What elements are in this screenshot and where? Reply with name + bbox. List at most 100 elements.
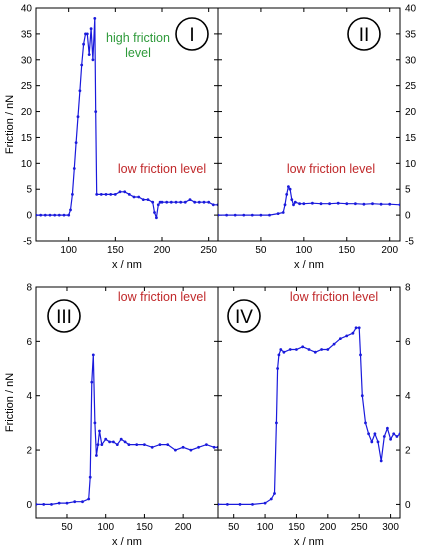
data-point xyxy=(109,193,113,196)
data-point xyxy=(57,501,61,505)
data-point xyxy=(69,208,72,212)
data-point xyxy=(218,503,220,506)
data-point xyxy=(364,421,367,425)
y-tick-label: 0 xyxy=(26,211,32,222)
data-point xyxy=(339,337,342,340)
x-tick-label: 250 xyxy=(351,522,368,533)
x-tick-label: 200 xyxy=(175,522,192,533)
data-point xyxy=(123,440,127,444)
y-tick-label: 4 xyxy=(405,391,411,402)
data-point xyxy=(283,203,287,207)
y-tick-label: 0 xyxy=(405,500,411,511)
chart-panel-II: 50 100 150 200 -5 0 5 10 15 20 25 30 35 40 x / nm low f… xyxy=(217,4,417,271)
x-axis-label: x / nm xyxy=(112,259,142,271)
data-point xyxy=(281,211,285,214)
data-point xyxy=(212,445,216,449)
data-point xyxy=(165,200,169,204)
data-point xyxy=(36,213,38,217)
data-point xyxy=(141,198,145,202)
data-point xyxy=(263,501,267,505)
x-tick-label: 100 xyxy=(97,522,114,533)
data-point xyxy=(118,190,122,194)
x-tick-label: 150 xyxy=(288,522,305,533)
data-point xyxy=(65,501,69,505)
data-point xyxy=(188,198,192,202)
data-point xyxy=(119,437,123,441)
annotation: high friction xyxy=(106,31,170,45)
data-point xyxy=(156,203,160,207)
data-point xyxy=(174,448,177,452)
data-point xyxy=(91,353,95,357)
data-point xyxy=(276,367,279,370)
data-point xyxy=(389,437,392,441)
chart-panel-I: 100 150 200 250 -5 0 5 10 15 20 25 30 35 40 x / nm Fric… xyxy=(4,4,219,271)
x-tick-label: 50 xyxy=(255,245,267,256)
x-tick-label: 150 xyxy=(338,245,355,256)
data-point xyxy=(67,213,71,217)
y-tick-label: 30 xyxy=(21,55,33,66)
data-point xyxy=(132,195,136,199)
data-point xyxy=(62,213,66,217)
data-point xyxy=(166,443,170,446)
data-point xyxy=(345,334,349,338)
data-point xyxy=(211,203,215,207)
data-point xyxy=(319,202,323,206)
data-point xyxy=(146,198,150,202)
data-point xyxy=(268,213,271,217)
data-point xyxy=(282,350,286,354)
panel-label: III xyxy=(56,307,72,328)
data-point xyxy=(379,202,383,206)
y-tick-label: -5 xyxy=(405,237,414,248)
data-point xyxy=(354,326,358,330)
y-tick-label: 20 xyxy=(21,107,33,118)
data-point xyxy=(277,353,281,357)
y-tick-label: 0 xyxy=(405,211,411,222)
data-point xyxy=(89,27,93,31)
data-point xyxy=(93,17,97,20)
data-point xyxy=(95,454,98,457)
x-tick-label: 200 xyxy=(381,245,398,256)
panel-label: IV xyxy=(235,307,253,328)
data-point xyxy=(181,445,185,449)
panel-label-circle xyxy=(347,17,381,51)
data-point xyxy=(151,200,155,204)
panel-label-circle xyxy=(227,299,261,333)
data-point xyxy=(82,42,85,46)
y-tick-label: 6 xyxy=(26,337,32,348)
x-tick-label: 50 xyxy=(61,522,73,533)
data-point xyxy=(259,213,263,217)
data-point xyxy=(367,432,370,436)
data-point xyxy=(104,193,108,196)
data-point xyxy=(311,201,314,205)
data-point xyxy=(153,211,156,214)
data-point xyxy=(202,200,206,204)
data-point xyxy=(99,193,103,196)
data-point xyxy=(127,193,131,196)
x-tick-label: 200 xyxy=(319,522,336,533)
data-point xyxy=(72,167,76,170)
x-tick-label: 100 xyxy=(60,245,77,256)
data-point xyxy=(155,216,158,220)
data-point xyxy=(104,437,108,441)
data-point xyxy=(386,426,389,430)
data-point xyxy=(80,63,84,67)
data-point xyxy=(189,448,193,452)
data-point xyxy=(301,345,305,349)
x-tick-label: 250 xyxy=(200,245,217,256)
y-tick-label: 15 xyxy=(405,133,417,144)
data-point xyxy=(288,187,292,191)
y-tick-label: 10 xyxy=(405,159,417,170)
x-axis-label: x / nm xyxy=(294,259,324,271)
data-point xyxy=(320,348,323,351)
data-point xyxy=(293,200,297,204)
annotation: low friction level xyxy=(287,162,375,176)
annotation: low friction level xyxy=(118,290,206,304)
data-point xyxy=(392,432,396,436)
data-point xyxy=(371,202,374,206)
data-point xyxy=(313,350,317,354)
y-tick-label: 30 xyxy=(405,55,417,66)
data-point xyxy=(370,440,374,444)
y-axis-label: Friction / nN xyxy=(4,95,16,154)
data-point xyxy=(398,432,400,436)
data-point xyxy=(197,445,201,449)
